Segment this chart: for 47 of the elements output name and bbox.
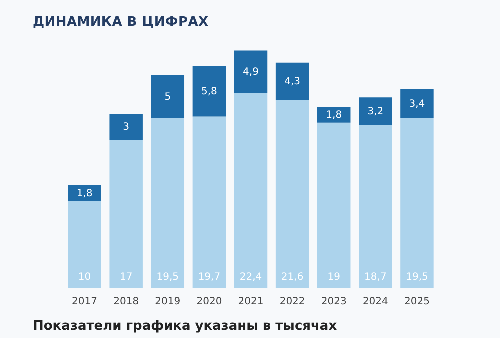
- bar: [110, 114, 143, 140]
- bar: [359, 125, 392, 288]
- x-tick-label: 2022: [280, 296, 306, 308]
- x-tick-label: 2021: [238, 296, 264, 308]
- data-label: 3: [123, 122, 130, 134]
- data-label: 19,5: [406, 272, 428, 283]
- bar: [400, 118, 434, 288]
- bar: [110, 140, 143, 288]
- data-label: 18,7: [364, 272, 387, 283]
- data-label: 3,4: [409, 98, 426, 110]
- data-label: 3,2: [368, 106, 384, 118]
- data-label: 22,4: [240, 272, 262, 283]
- bar: [359, 98, 392, 126]
- bar: [276, 62, 310, 100]
- bar: [68, 201, 102, 288]
- data-label: 5: [164, 92, 172, 103]
- x-tick-label: 2017: [72, 296, 98, 308]
- data-label: 10: [78, 272, 92, 283]
- x-tick-label: 2019: [155, 296, 181, 308]
- x-tick-label: 2018: [114, 296, 140, 308]
- x-tick-label: 2020: [196, 296, 222, 308]
- data-label: 4,3: [284, 76, 301, 88]
- data-label: 19,7: [198, 272, 221, 283]
- bar: [151, 118, 185, 288]
- text: Показатели графика указаны в тысячах: [33, 319, 338, 334]
- bar: [317, 107, 351, 123]
- bar: [400, 88, 434, 119]
- bar: [68, 185, 102, 202]
- x-tick-label: 2025: [404, 296, 430, 308]
- bar: [234, 93, 268, 288]
- chart-title: ДИНАМИКА В ЦИФРАХ: [33, 15, 209, 30]
- data-label: 17: [120, 272, 133, 283]
- x-tick-label: 2023: [321, 296, 347, 308]
- x-tick-label: 2024: [362, 296, 388, 308]
- data-label: 4,9: [243, 67, 259, 78]
- data-label: 19,5: [156, 272, 180, 283]
- data-label: 5,8: [201, 86, 218, 98]
- bar: [192, 116, 226, 288]
- data-label: 1,8: [326, 110, 342, 122]
- bar: [317, 122, 351, 288]
- data-label: 1,8: [76, 188, 93, 200]
- bar: [192, 66, 226, 117]
- bar: [276, 100, 310, 288]
- data-label: 19: [328, 272, 340, 283]
- bar: [151, 75, 185, 119]
- bar: [234, 50, 268, 94]
- data-label: 21,6: [281, 272, 304, 283]
